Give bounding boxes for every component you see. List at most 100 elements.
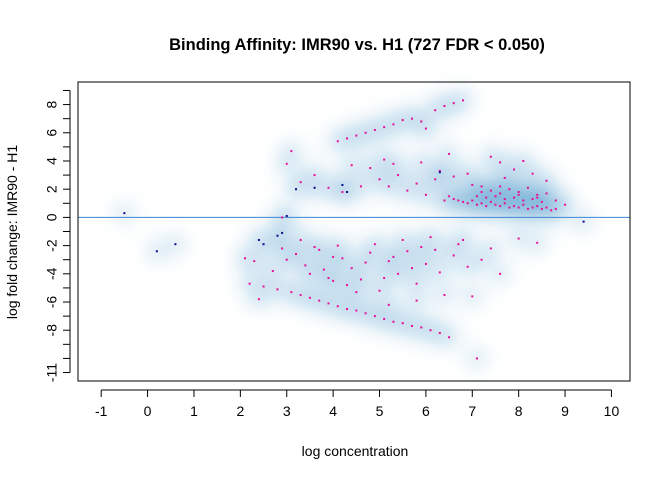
- data-point-s1-3: [257, 238, 260, 241]
- data-point-s0-112: [452, 175, 455, 178]
- x-tick-label: 7: [468, 403, 476, 419]
- data-point-s0-70: [383, 277, 386, 280]
- data-point-s0-125: [499, 161, 502, 164]
- y-tick-label: -4: [44, 267, 60, 280]
- data-point-s0-63: [364, 261, 367, 264]
- data-point-s0-39: [415, 282, 418, 285]
- data-point-s0-49: [499, 272, 502, 275]
- data-point-s0-164: [480, 191, 483, 194]
- data-point-s0-149: [526, 207, 529, 210]
- data-point-s0-117: [508, 188, 511, 191]
- data-point-s0-78: [313, 174, 316, 177]
- data-point-s0-101: [406, 189, 409, 192]
- data-point-s0-167: [536, 196, 539, 199]
- data-point-s0-1: [262, 285, 265, 288]
- data-point-s0-3: [290, 291, 293, 294]
- data-point-s0-81: [346, 137, 349, 140]
- data-point-s0-27: [304, 264, 307, 267]
- data-point-s0-142: [494, 203, 497, 206]
- data-point-s0-100: [397, 174, 400, 177]
- data-point-s0-88: [410, 117, 413, 120]
- data-point-s0-107: [350, 164, 353, 167]
- data-point-s1-1: [155, 250, 158, 253]
- data-point-s0-65: [420, 246, 423, 249]
- data-point-s0-110: [392, 162, 395, 165]
- data-point-s0-50: [471, 295, 474, 298]
- data-point-s0-99: [387, 185, 390, 188]
- data-point-s0-32: [350, 267, 353, 270]
- data-point-s0-127: [531, 172, 534, 175]
- data-point-s0-5: [308, 296, 311, 299]
- data-point-s0-87: [401, 119, 404, 122]
- data-point-s0-44: [373, 243, 376, 246]
- data-point-s0-136: [466, 202, 469, 205]
- data-point-s0-73: [489, 247, 492, 250]
- data-point-s0-29: [322, 268, 325, 271]
- x-tick-label: 8: [515, 403, 523, 419]
- data-point-s0-6: [318, 299, 321, 302]
- data-point-s0-64: [392, 255, 395, 258]
- data-point-s0-47: [462, 238, 465, 241]
- data-point-s0-90: [443, 104, 446, 107]
- y-tick-label: -2: [44, 239, 60, 252]
- data-point-s0-77: [299, 181, 302, 184]
- plot-frame: [77, 81, 631, 382]
- data-point-s0-7: [327, 302, 330, 305]
- x-tick-label: -1: [95, 403, 108, 419]
- points-layer: [123, 99, 585, 360]
- y-tick-label: -11: [44, 363, 60, 382]
- data-point-s0-166: [517, 193, 520, 196]
- data-point-s0-128: [545, 179, 548, 182]
- data-point-s0-92: [462, 99, 465, 102]
- data-point-s0-89: [434, 109, 437, 112]
- x-tick-label: 5: [376, 403, 384, 419]
- data-point-s1-10: [341, 183, 344, 186]
- data-point-s0-155: [554, 207, 557, 210]
- data-point-s0-76: [290, 150, 293, 153]
- data-point-s0-75: [285, 162, 288, 165]
- x-tick-label: 10: [604, 403, 620, 419]
- data-point-s0-83: [364, 131, 367, 134]
- data-point-s0-152: [540, 207, 543, 210]
- data-point-s0-74: [281, 216, 284, 219]
- data-point-s0-35: [378, 289, 381, 292]
- data-point-s0-103: [424, 193, 427, 196]
- data-point-s0-69: [346, 284, 349, 287]
- data-point-s0-22: [253, 260, 256, 263]
- data-point-s0-121: [545, 192, 548, 195]
- data-point-s0-145: [508, 206, 511, 209]
- data-point-s0-163: [540, 200, 543, 203]
- data-point-s1-0: [123, 212, 126, 215]
- data-point-s0-123: [564, 203, 567, 206]
- data-point-s0-38: [406, 250, 409, 253]
- y-axis-title: log fold change: IMR90 - H1: [4, 145, 20, 320]
- x-tick-label: 4: [329, 403, 337, 419]
- data-point-s0-118: [517, 191, 520, 194]
- data-point-s0-93: [420, 120, 423, 123]
- data-point-s0-61: [475, 357, 478, 360]
- data-point-s0-154: [550, 209, 553, 212]
- data-point-s0-13: [383, 317, 386, 320]
- data-point-s0-58: [466, 265, 469, 268]
- data-point-s0-15: [401, 322, 404, 325]
- data-point-s0-80: [336, 140, 339, 143]
- data-point-s0-46: [429, 236, 432, 239]
- data-point-s0-156: [475, 195, 478, 198]
- y-tick-label: -6: [44, 296, 60, 309]
- data-point-s0-148: [522, 203, 525, 206]
- data-point-s0-108: [341, 191, 344, 194]
- y-tick-label: 2: [44, 185, 60, 193]
- data-point-s0-95: [438, 169, 441, 172]
- data-point-s0-36: [387, 260, 390, 263]
- data-point-s0-131: [466, 172, 469, 175]
- data-point-s1-12: [438, 171, 441, 174]
- data-point-s0-105: [443, 199, 446, 202]
- data-point-s0-34: [369, 251, 372, 254]
- data-point-s0-153: [545, 206, 548, 209]
- data-point-s0-48: [480, 258, 483, 261]
- data-point-s0-14: [392, 320, 395, 323]
- data-point-s0-21: [257, 298, 260, 301]
- x-tick-label: 9: [561, 403, 569, 419]
- data-point-s0-144: [503, 202, 506, 205]
- data-point-s0-4: [299, 293, 302, 296]
